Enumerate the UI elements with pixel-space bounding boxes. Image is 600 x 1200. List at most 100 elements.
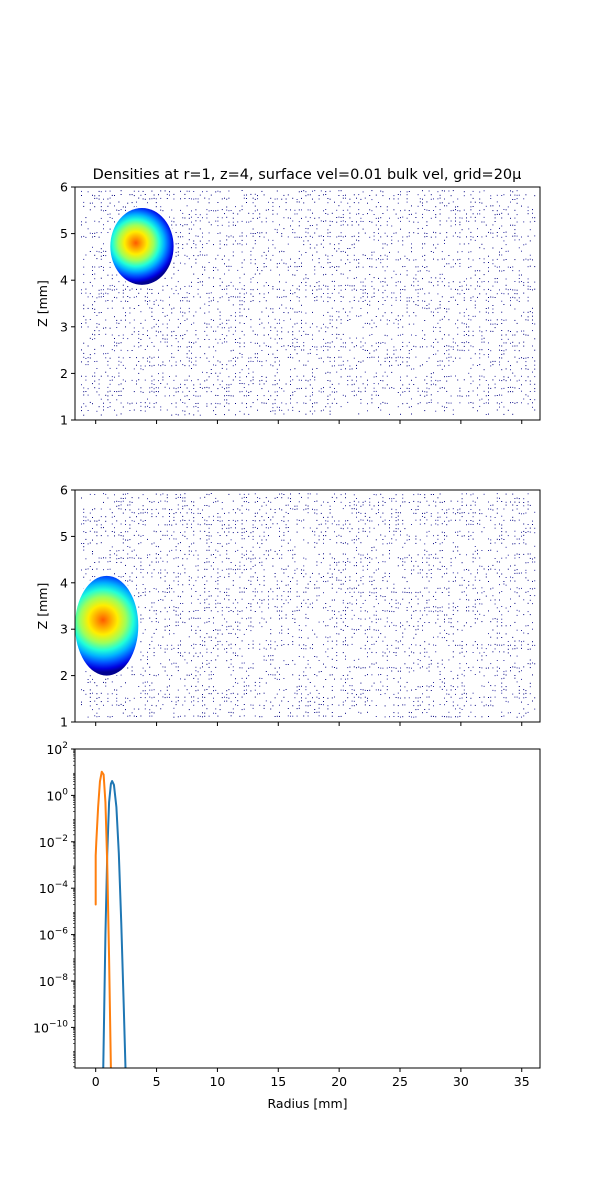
noise-dot [413,494,415,496]
noise-dot [204,330,206,332]
noise-dot [142,509,144,511]
noise-dot [444,308,445,309]
noise-dot [510,224,511,226]
noise-dot [373,505,375,507]
noise-dot [85,364,87,366]
noise-dot [287,584,289,586]
noise-dot [314,546,316,548]
noise-dot [382,504,384,506]
noise-dot [452,360,454,362]
noise-dot [457,512,459,514]
noise-dot [296,505,298,507]
noise-dot [182,364,184,366]
noise-dot [510,300,511,302]
noise-dot [221,281,223,283]
noise-dot [144,379,146,381]
noise-dot [446,205,448,207]
noise-dot [127,286,129,288]
noise-dot [448,255,450,256]
noise-dot [296,288,298,290]
noise-dot [327,380,329,381]
noise-dot [375,513,377,515]
noise-dot [303,342,305,344]
noise-dot [298,300,300,302]
noise-dot [444,243,445,244]
noise-dot [107,352,109,354]
noise-dot [380,262,382,264]
noise-dot [334,501,335,502]
noise-dot [521,368,522,370]
noise-dot [116,562,118,563]
noise-dot [224,388,225,390]
noise-dot [94,334,96,336]
noise-dot [169,591,170,593]
noise-dot [347,558,349,560]
noise-dot [534,281,536,283]
noise-dot [450,565,452,567]
noise-dot [523,330,525,332]
noise-dot [265,558,267,560]
noise-dot [323,576,324,577]
noise-dot [378,308,379,310]
noise-dot [527,553,529,555]
noise-dot [331,516,333,518]
noise-dot [527,319,529,321]
noise-dot [402,361,404,363]
noise-dot [307,232,309,234]
noise-dot [208,549,210,551]
noise-dot [290,508,291,510]
noise-dot [261,232,263,234]
noise-dot [419,539,421,541]
noise-dot [446,407,448,408]
noise-dot [389,527,390,529]
noise-dot [257,209,258,211]
noise-dot [226,368,228,370]
noise-dot [470,201,472,203]
noise-dot [107,386,109,388]
noise-dot [329,231,331,233]
noise-dot [217,190,219,192]
noise-dot [514,557,516,559]
noise-dot [527,296,529,298]
noise-dot [314,587,316,589]
noise-dot [206,243,208,244]
noise-dot [503,379,505,381]
noise-dot [503,342,505,344]
noise-dot [391,338,393,340]
noise-dot [263,194,265,196]
noise-dot [314,379,316,381]
noise-dot [206,334,208,336]
noise-dot [331,255,333,257]
noise-dot [290,588,291,590]
noise-dot [155,335,157,337]
noise-dot [254,564,256,566]
noise-dot [81,497,82,499]
noise-dot [290,307,291,309]
noise-dot [316,513,318,515]
noise-dot [323,542,324,544]
noise-dot [461,562,463,564]
noise-dot [175,406,177,408]
noise-dot [301,209,302,211]
noise-dot [237,508,239,510]
noise-dot [92,338,93,340]
noise-dot [268,250,269,252]
noise-dot [316,368,318,369]
noise-dot [173,516,175,518]
noise-dot [226,341,228,343]
noise-dot [160,530,162,532]
noise-dot [400,289,401,291]
noise-dot [87,388,89,390]
noise-dot [116,391,118,393]
noise-dot [446,376,448,378]
noise-dot [81,292,82,294]
noise-dot [166,592,168,593]
noise-dot [521,390,522,392]
noise-dot [371,254,373,256]
noise-dot [353,383,355,385]
noise-dot [532,558,533,560]
noise-dot [474,579,476,581]
noise-dot [323,557,324,559]
noise-dot [169,387,170,389]
noise-dot [173,266,175,268]
